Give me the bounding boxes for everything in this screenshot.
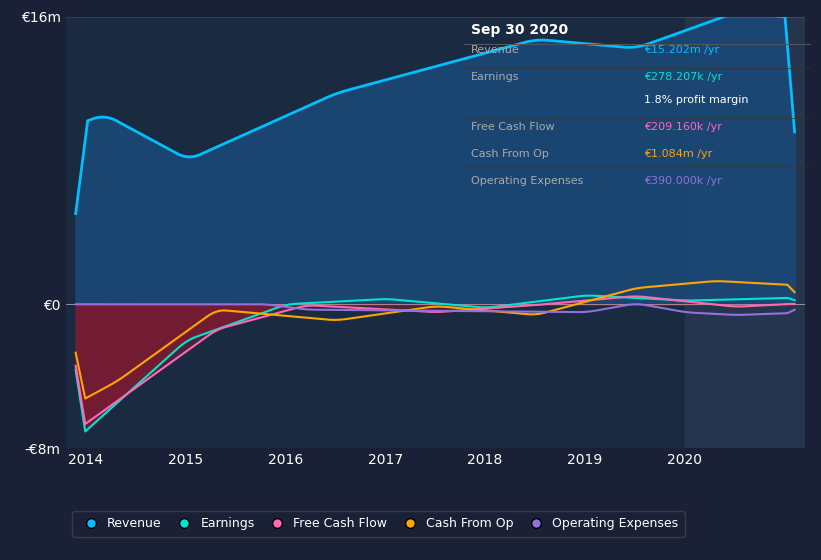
Text: Revenue: Revenue [470,45,520,55]
Text: €390.000k /yr: €390.000k /yr [644,176,722,186]
Text: €278.207k /yr: €278.207k /yr [644,72,722,82]
Text: 1.8% profit margin: 1.8% profit margin [644,95,749,105]
Text: Sep 30 2020: Sep 30 2020 [470,23,568,37]
Text: €209.160k /yr: €209.160k /yr [644,122,722,132]
Text: Cash From Op: Cash From Op [470,149,548,159]
Legend: Revenue, Earnings, Free Cash Flow, Cash From Op, Operating Expenses: Revenue, Earnings, Free Cash Flow, Cash … [72,511,685,536]
Bar [685,17,805,448]
Text: Operating Expenses: Operating Expenses [470,176,583,186]
Text: Free Cash Flow: Free Cash Flow [470,122,554,132]
Text: €1.084m /yr: €1.084m /yr [644,149,713,159]
Text: €15.202m /yr: €15.202m /yr [644,45,719,55]
Text: Earnings: Earnings [470,72,520,82]
